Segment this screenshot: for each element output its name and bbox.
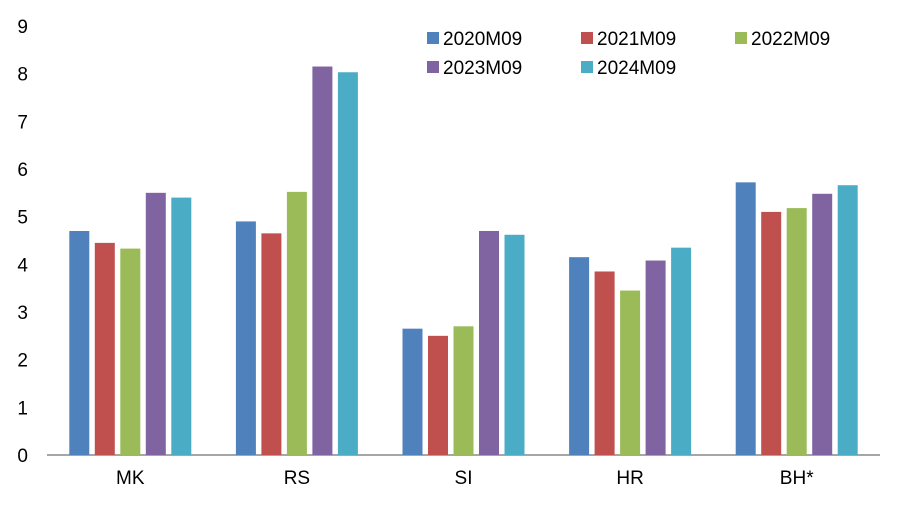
bar-2020M09-MK	[69, 230, 90, 455]
bar-2024M09-MK	[171, 197, 192, 455]
legend-swatch-2024M09	[581, 61, 593, 73]
bar-2020M09-SI	[402, 328, 423, 455]
bar-2020M09-HR	[569, 257, 590, 455]
bar-2022M09-SI	[453, 326, 474, 455]
legend-label: 2020M09	[443, 29, 522, 50]
x-tick-label: MK	[116, 468, 145, 489]
bar-2024M09-HR	[671, 247, 692, 455]
bar-2020M09-BH*	[735, 182, 756, 455]
y-tick-label: 8	[17, 65, 28, 86]
y-tick-label: 9	[17, 17, 28, 38]
y-tick-label: 6	[17, 160, 28, 181]
bar-2024M09-RS	[337, 72, 358, 456]
bar-2022M09-MK	[120, 248, 141, 455]
y-tick-label: 1	[17, 398, 28, 419]
legend-swatch-2023M09	[427, 61, 439, 73]
y-tick-label: 4	[17, 255, 28, 276]
x-tick-label: HR	[616, 468, 643, 489]
bar-2022M09-BH*	[786, 208, 807, 455]
y-tick-label: 5	[17, 208, 28, 229]
bar-2023M09-HR	[645, 260, 666, 455]
bar-2021M09-RS	[261, 233, 282, 455]
legend-swatch-2022M09	[735, 32, 747, 44]
legend-swatch-2020M09	[427, 32, 439, 44]
legend-swatch-2021M09	[581, 32, 593, 44]
bar-2022M09-RS	[286, 191, 307, 455]
y-tick-label: 2	[17, 351, 28, 372]
legend-label: 2024M09	[597, 58, 676, 79]
legend-label: 2021M09	[597, 29, 676, 50]
bar-2024M09-SI	[504, 234, 525, 455]
bar-2020M09-RS	[235, 221, 256, 455]
bar-2023M09-MK	[145, 192, 166, 455]
bar-2021M09-HR	[594, 271, 615, 455]
bar-2021M09-SI	[428, 335, 448, 455]
bar-2023M09-RS	[312, 66, 333, 456]
bar-2022M09-HR	[620, 290, 641, 455]
x-tick-label: BH*	[780, 468, 814, 489]
legend-label: 2022M09	[751, 29, 830, 50]
x-tick-label: SI	[455, 468, 473, 489]
bar-2021M09-BH*	[761, 211, 782, 455]
y-tick-label: 0	[17, 446, 28, 467]
y-tick-label: 7	[17, 112, 28, 133]
legend: 2020M09 2021M09 2022M09 2023M09 2024M09	[427, 29, 830, 79]
y-tick-label: 3	[17, 303, 28, 324]
bar-2024M09-BH*	[837, 185, 858, 455]
bar-2023M09-SI	[479, 230, 499, 455]
x-tick-label: RS	[284, 468, 310, 489]
bar-2021M09-MK	[94, 242, 115, 455]
bars	[69, 66, 858, 456]
bar-2023M09-BH*	[812, 193, 833, 456]
legend-label: 2023M09	[443, 58, 522, 79]
